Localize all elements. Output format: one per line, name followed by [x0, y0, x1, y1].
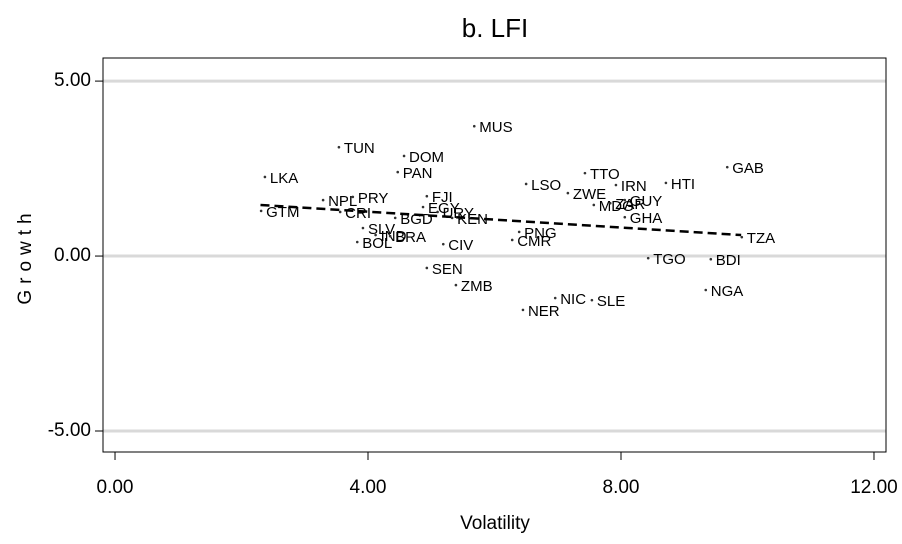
- point-label: URY: [443, 205, 474, 222]
- chart-title: b. LFI: [462, 13, 528, 43]
- point: [623, 215, 627, 219]
- point: [421, 205, 425, 209]
- point: [338, 210, 342, 214]
- point-label: EGY: [428, 200, 460, 217]
- point-label: HTI: [671, 176, 695, 193]
- point: [402, 154, 406, 158]
- plot-frame: [102, 57, 887, 453]
- point: [521, 308, 525, 312]
- point-label: NPL: [328, 193, 357, 210]
- point: [592, 203, 596, 207]
- point-label: IRN: [621, 178, 647, 195]
- y-axis-label: Growth: [15, 207, 36, 304]
- point-label: TUN: [344, 140, 375, 157]
- point: [608, 201, 612, 205]
- point: [361, 226, 365, 230]
- point-label: TGO: [653, 251, 686, 268]
- point-label: DOM: [409, 149, 444, 166]
- point: [725, 165, 729, 169]
- point-label: PNG: [524, 225, 557, 242]
- point: [351, 195, 355, 199]
- point-label: BOL: [362, 235, 392, 252]
- point: [321, 198, 325, 202]
- point-label: MDG: [599, 198, 634, 215]
- point: [646, 256, 650, 260]
- y-tick-label: 0.00: [54, 245, 91, 266]
- point-label: NGA: [711, 283, 744, 300]
- point-label: GUY: [630, 193, 663, 210]
- point: [454, 283, 458, 287]
- point-label: SLE: [597, 293, 625, 310]
- point-label: FJI: [432, 189, 453, 206]
- point-label: BRA: [395, 229, 426, 246]
- point: [337, 145, 341, 149]
- point: [374, 233, 377, 237]
- point-label: PAN: [403, 165, 433, 182]
- point: [441, 242, 445, 246]
- point: [517, 230, 521, 234]
- point-label: BDI: [716, 252, 741, 269]
- point-label: ZMB: [461, 278, 493, 295]
- point-label: ZAR: [615, 196, 645, 213]
- y-tick-label: -5.00: [48, 420, 91, 441]
- point: [553, 296, 557, 300]
- point: [709, 257, 713, 261]
- point: [583, 171, 587, 175]
- point: [355, 240, 359, 244]
- x-tick-label: 12.00: [850, 477, 898, 498]
- point: [664, 181, 668, 185]
- point: [566, 191, 570, 195]
- point-label: LSO: [531, 177, 561, 194]
- point-label: GHA: [630, 210, 663, 227]
- point-label: SLV: [368, 221, 395, 238]
- point: [614, 183, 618, 187]
- point-label: PRY: [358, 190, 389, 207]
- point: [263, 175, 267, 179]
- point: [510, 238, 514, 242]
- point-label: IND: [381, 228, 407, 245]
- x-tick-label: 0.00: [97, 477, 134, 498]
- point: [396, 170, 400, 174]
- point-label: ZWE: [573, 186, 606, 203]
- point-label: SEN: [432, 261, 463, 278]
- x-tick-label: 4.00: [350, 477, 387, 498]
- point-label: CRI: [345, 205, 371, 222]
- point-label: CMR: [517, 233, 551, 250]
- point-label: NER: [528, 303, 560, 320]
- point: [425, 194, 429, 198]
- point: [740, 235, 744, 239]
- point: [623, 198, 627, 202]
- point-label: GAB: [732, 160, 764, 177]
- y-tick-label: 5.00: [54, 70, 91, 91]
- point: [259, 209, 263, 213]
- x-tick-label: 8.00: [603, 477, 640, 498]
- point: [425, 266, 429, 270]
- fit-line: [260, 203, 742, 237]
- point-label: NIC: [560, 291, 586, 308]
- point-label: MUS: [479, 119, 512, 136]
- point: [472, 124, 476, 128]
- point-label: LKA: [270, 170, 298, 187]
- point-label: TTO: [590, 166, 620, 183]
- point: [524, 182, 528, 186]
- point: [590, 298, 594, 302]
- point: [388, 234, 392, 238]
- point: [704, 288, 708, 292]
- x-axis-label: Volatility: [460, 513, 530, 534]
- point: [450, 216, 454, 220]
- point-label: CIV: [448, 237, 473, 254]
- point-label: TZA: [747, 230, 775, 247]
- point: [436, 210, 439, 214]
- point: [393, 216, 397, 220]
